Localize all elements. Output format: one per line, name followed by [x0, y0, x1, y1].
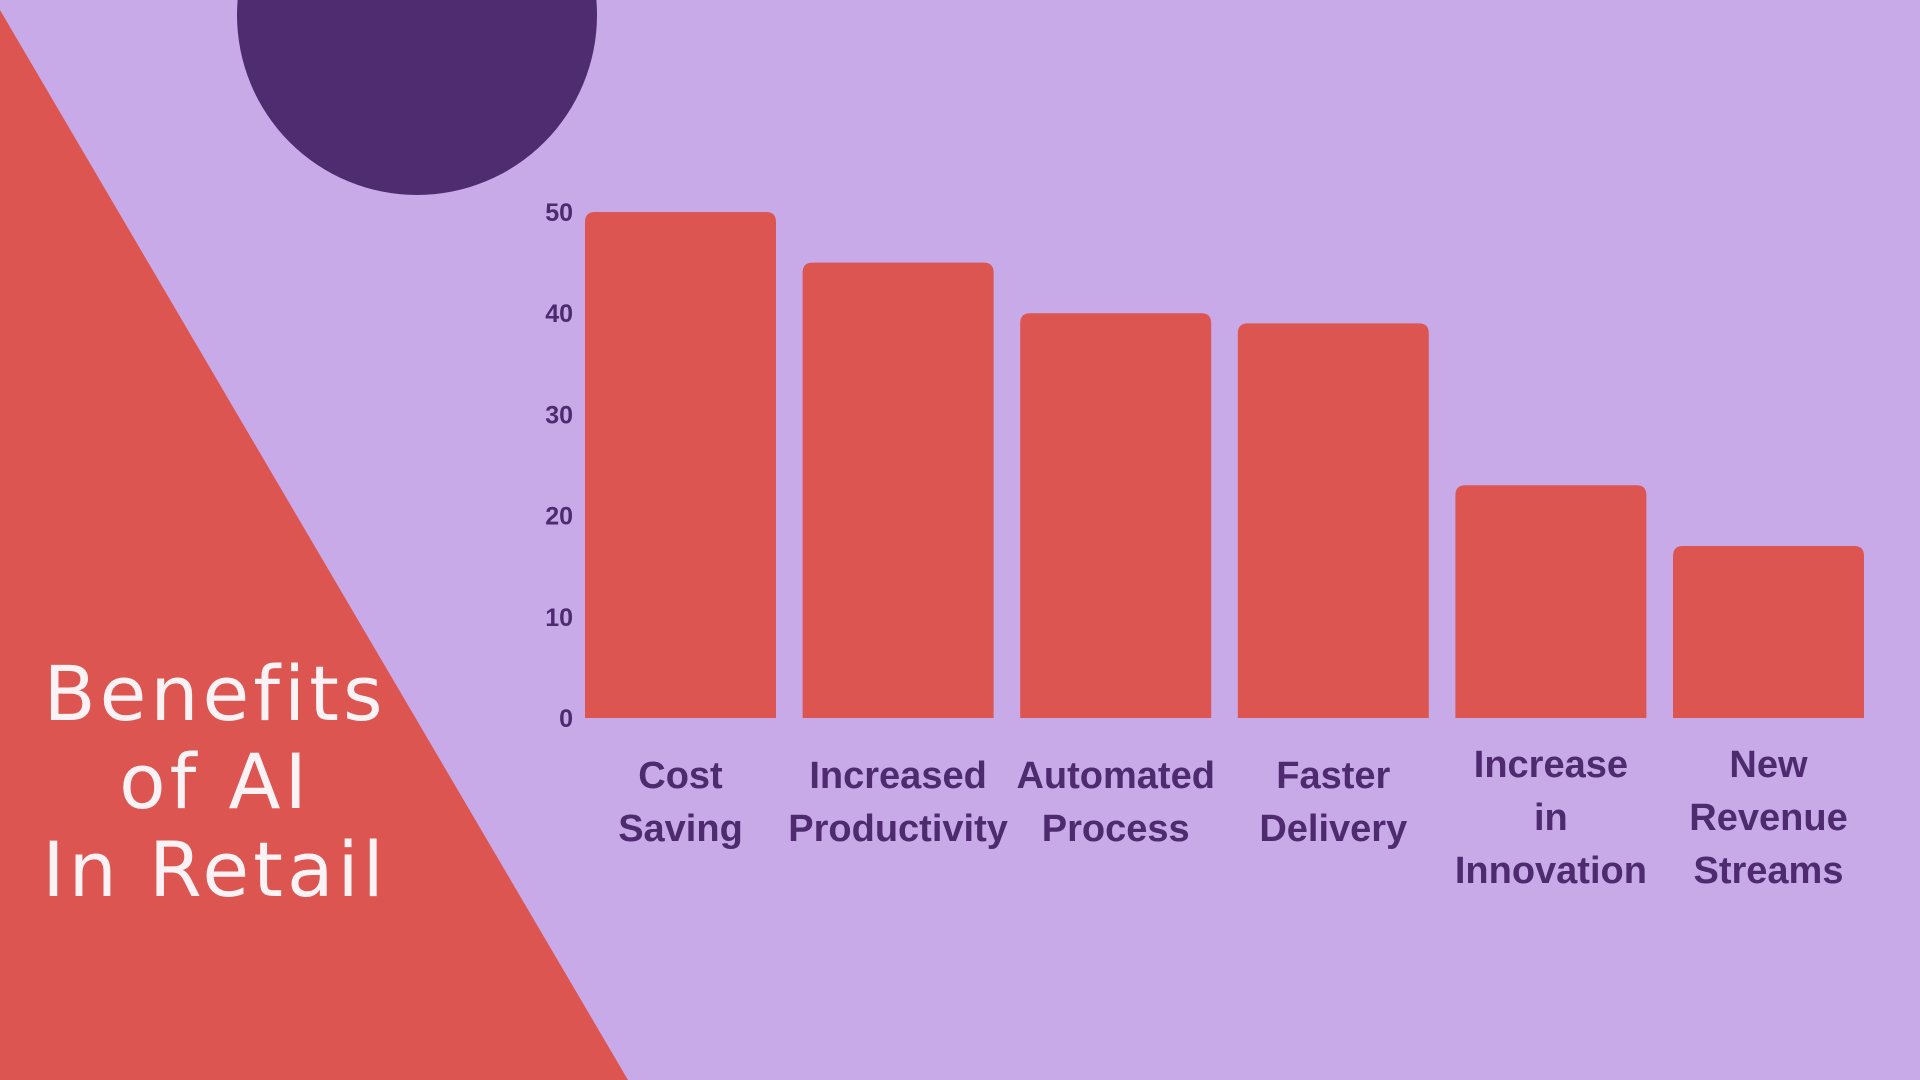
- x-category-label: New Revenue Streams: [1689, 744, 1847, 892]
- x-axis: Cost Saving Increased ProductivityAutomated…: [618, 744, 1848, 892]
- y-tick-label: 50: [545, 199, 573, 227]
- x-category-label: Increased Productivity: [788, 755, 1008, 850]
- x-category-label-line: Automated: [1016, 755, 1214, 797]
- title-line: of AI: [119, 737, 311, 826]
- y-tick-label: 20: [545, 503, 573, 531]
- x-category-label: Increase in Innovation: [1455, 744, 1647, 892]
- decorative-circle: [237, 0, 597, 195]
- bar-series: [585, 212, 1864, 718]
- bar: [1673, 545, 1864, 718]
- bar: [1020, 313, 1212, 718]
- x-category-label-line: Process: [1042, 808, 1190, 850]
- x-category-label-line: Innovation: [1455, 850, 1647, 892]
- y-tick-label: 0: [559, 705, 573, 733]
- bar: [1237, 323, 1429, 718]
- bar: [1455, 485, 1647, 718]
- x-category-label: Automated Process: [1016, 755, 1214, 850]
- x-category-label-line: Cost: [638, 755, 723, 797]
- x-category-label-line: in: [1534, 797, 1568, 839]
- x-category-label: Cost Saving: [618, 755, 743, 850]
- slide-title: Benefits of AI In Retail: [0, 650, 430, 914]
- bar: [802, 262, 994, 718]
- title-line: In Retail: [42, 825, 388, 914]
- x-category-label-line: Delivery: [1259, 808, 1407, 850]
- x-category-label-line: Saving: [618, 808, 743, 850]
- y-axis: 0 10 20 30 40 50: [545, 199, 573, 733]
- bar: [585, 212, 776, 718]
- x-category-label-line: New: [1729, 744, 1808, 786]
- x-category-label-line: Increase: [1474, 744, 1628, 786]
- x-category-label-line: Increased: [809, 755, 986, 797]
- x-category-label: Faster Delivery: [1259, 755, 1407, 850]
- x-category-label-line: Streams: [1694, 850, 1844, 892]
- y-tick-label: 30: [545, 401, 573, 429]
- x-category-label-line: Productivity: [788, 808, 1008, 850]
- x-category-label-line: Revenue: [1689, 797, 1847, 839]
- decorative-triangle: [0, 0, 628, 1080]
- y-tick-label: 40: [545, 300, 573, 328]
- y-tick-label: 10: [545, 604, 573, 632]
- title-line: Benefits: [43, 649, 387, 738]
- x-category-label-line: Faster: [1276, 755, 1390, 797]
